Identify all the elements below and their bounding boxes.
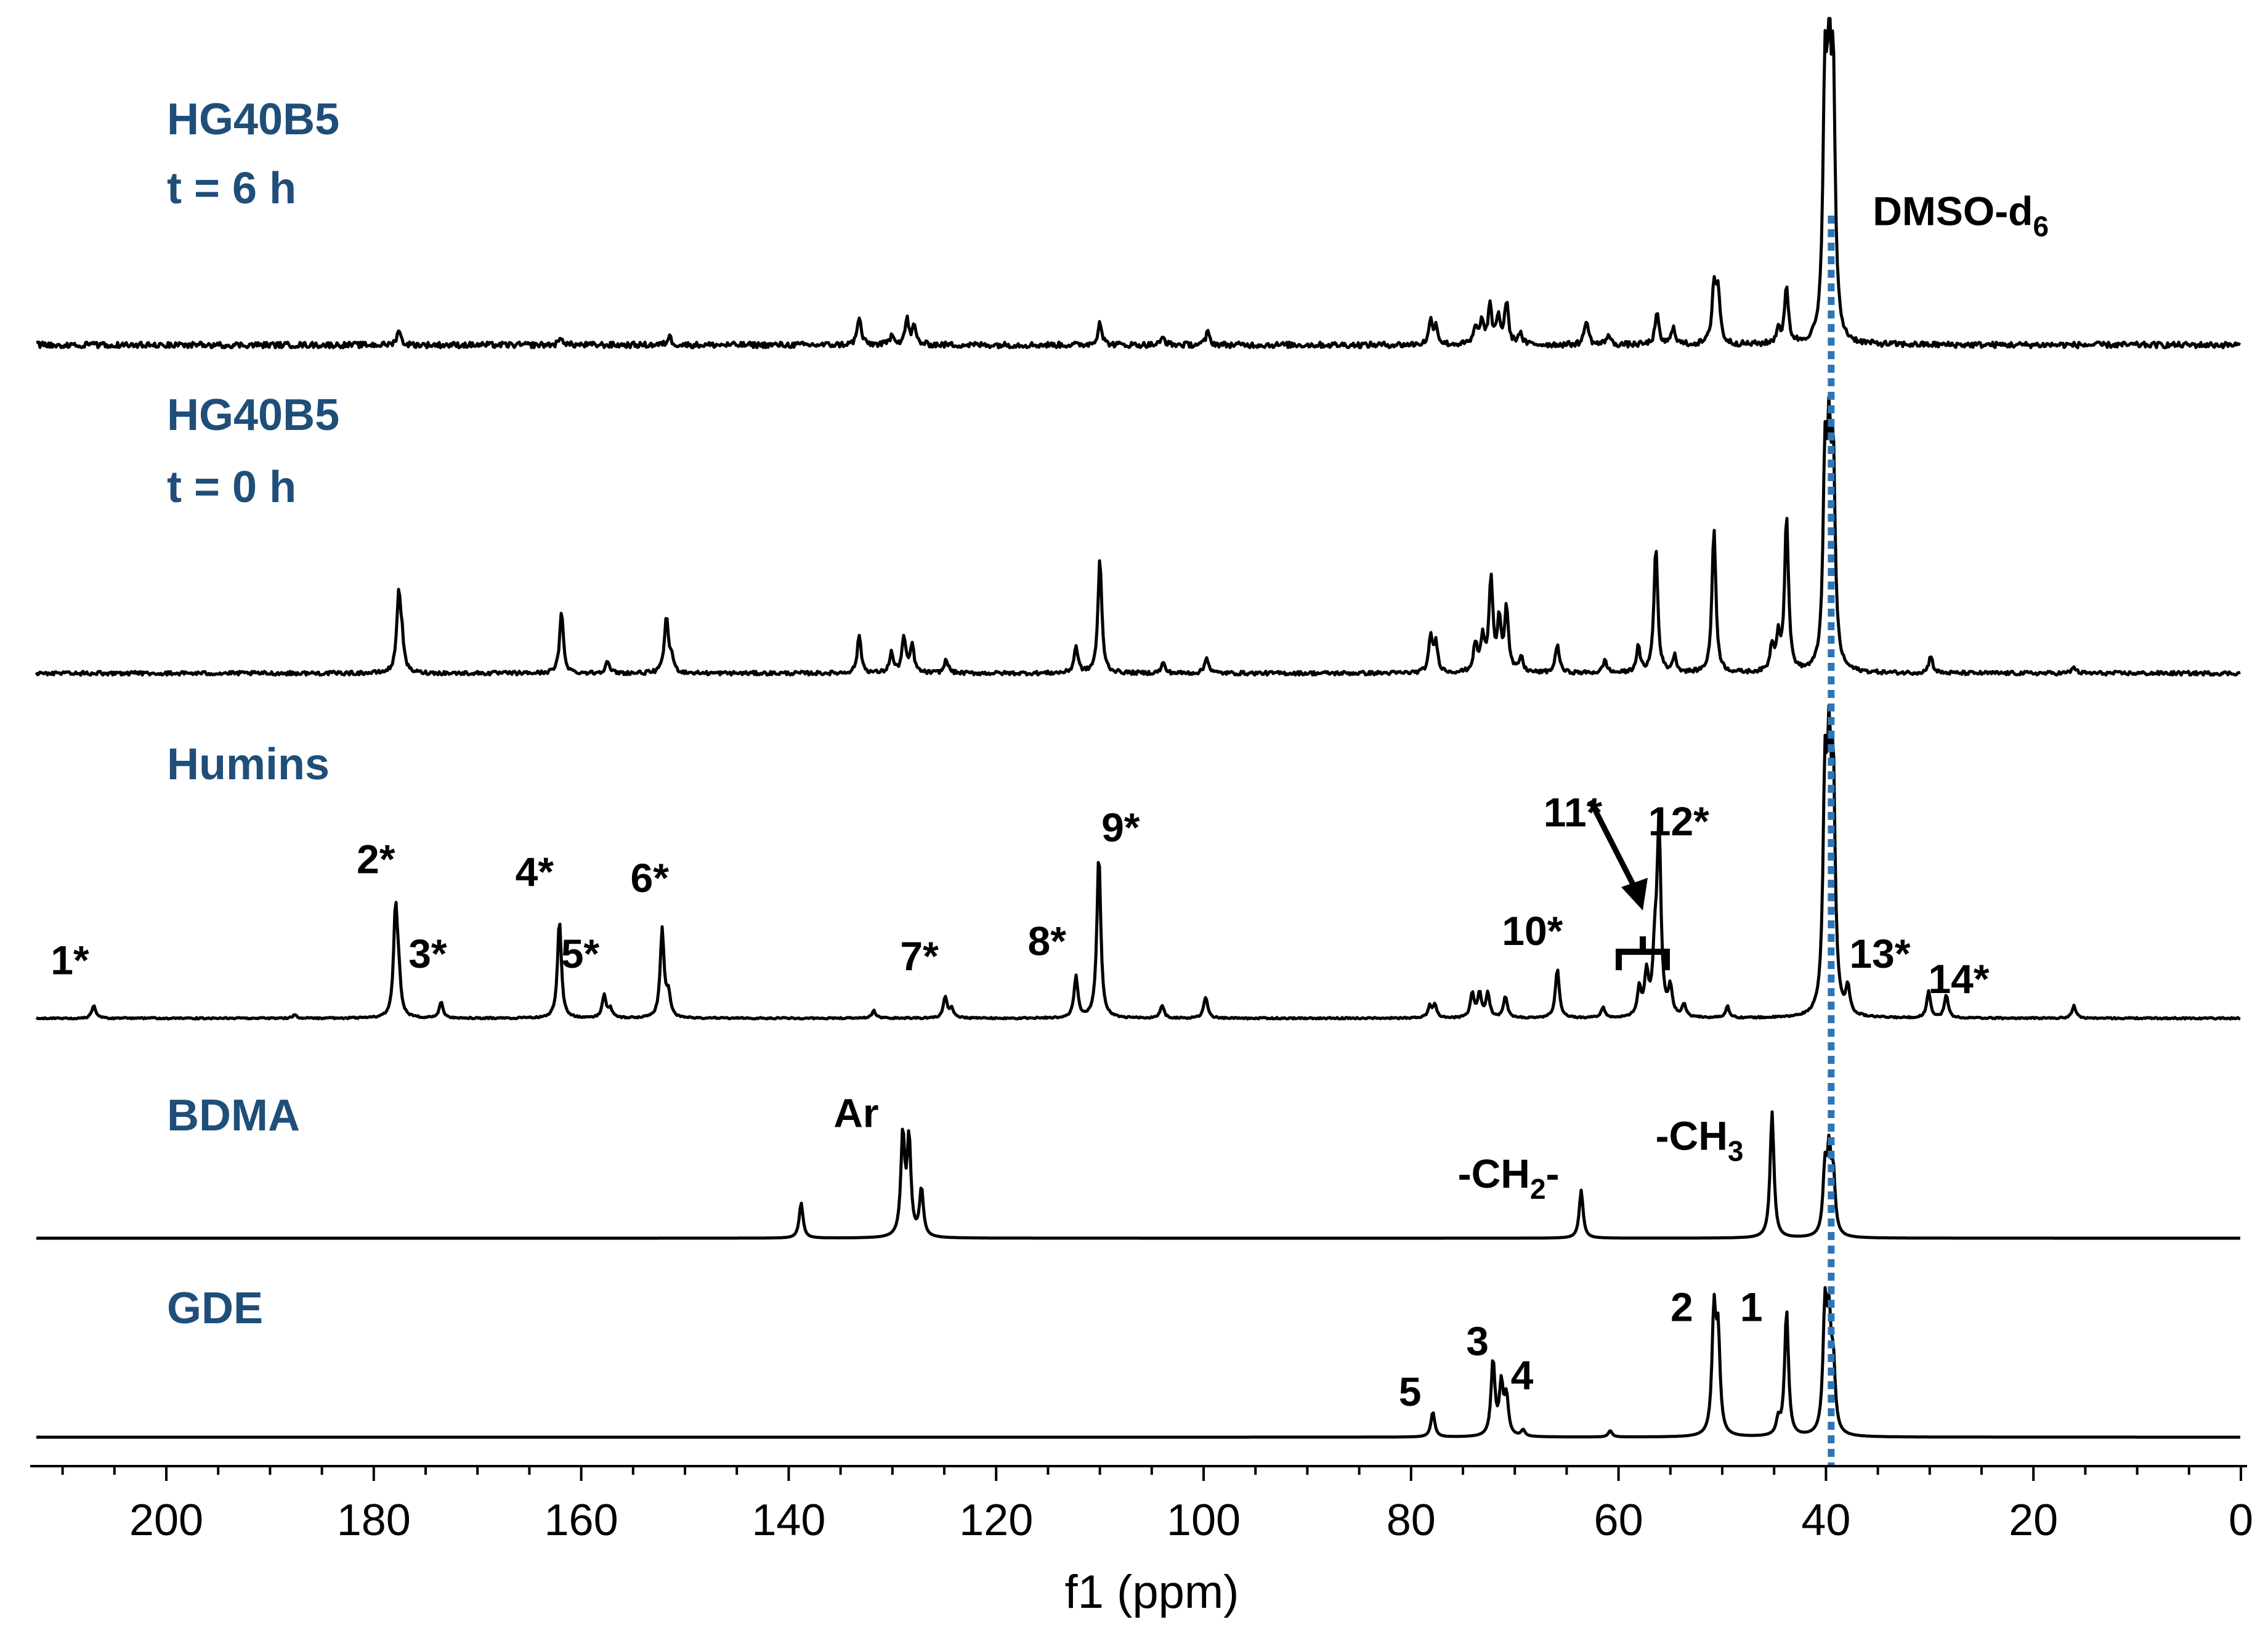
x-axis-ticks: 200 180 160 140 120 100 80 60 40 20 0 <box>61 1466 2253 1545</box>
peak-label: 14* <box>1928 956 1989 1002</box>
tick-label: 100 <box>1167 1496 1241 1545</box>
peak-label-text: 13* <box>1849 931 1910 976</box>
peak-label-subscript: 2 <box>1530 1173 1546 1205</box>
trace-label-bdma: BDMA <box>167 1091 300 1140</box>
spectrum-humins <box>35 704 2241 1021</box>
peak-label-text: 14* <box>1928 956 1989 1002</box>
tick-label: 140 <box>751 1496 825 1545</box>
peak-label-text: 1* <box>51 937 89 983</box>
peak-label-text: 4* <box>516 849 554 894</box>
peak-label: 5* <box>561 931 600 976</box>
peak-label-text: 3 <box>1466 1318 1489 1364</box>
tick-label: 180 <box>337 1496 411 1545</box>
spectra-traces <box>34 17 2242 1439</box>
peak-label: 2* <box>357 836 395 882</box>
peak-label: DMSO-d6 <box>1873 188 2049 242</box>
peak-label: 5 <box>1399 1369 1422 1414</box>
peak-label-text: 3* <box>408 931 447 976</box>
peak-label: 6* <box>631 855 670 901</box>
tick-label: 120 <box>959 1496 1033 1545</box>
peak-label: 13* <box>1849 931 1910 976</box>
peak-label: 10* <box>1502 908 1563 954</box>
peak-label: 9* <box>1101 805 1140 850</box>
peak-11-arrow <box>1587 799 1642 898</box>
peak-label-text: 9* <box>1101 805 1140 850</box>
tick-label: 160 <box>545 1496 618 1545</box>
peak-label: 4 <box>1511 1352 1534 1398</box>
trace-label-hg40b5-t-6-h: HG40B5 <box>167 95 339 144</box>
trace-labels: HG40B5 t = 6 h HG40B5 t = 0 h Humins BDMA GDE <box>167 95 339 1333</box>
peak-label: 3 <box>1466 1318 1489 1364</box>
peak-label: 1 <box>1740 1284 1763 1329</box>
peak-label-subscript: 3 <box>1728 1135 1744 1167</box>
peak-label: 1* <box>51 937 89 983</box>
peak-label-text: -CH <box>1656 1113 1728 1159</box>
peak-11-bracket-shape <box>1616 936 1670 970</box>
peak-annotations: DMSO-d6 1* 2* 3* 4*5* 6* 7* 8* 9* 10* 11* 12* 13* 14*… <box>51 188 2049 1414</box>
peak-label: 2 <box>1671 1284 1693 1329</box>
tick-label: 20 <box>2009 1496 2058 1545</box>
peak-label-text: 2* <box>357 836 395 882</box>
peak-label-text: 5* <box>561 931 600 976</box>
peak-label-text: -CH <box>1458 1151 1530 1196</box>
tick-label: 200 <box>129 1496 203 1545</box>
x-axis-title: f1 (ppm) <box>1065 1566 1239 1618</box>
trace-label-humins: Humins <box>167 740 330 789</box>
peak-label-text: 10* <box>1502 908 1563 954</box>
peak-label-text: 5 <box>1399 1369 1422 1414</box>
trace-label-time-hg40b5-t-6-h: t = 6 h <box>167 164 296 213</box>
tick-label: 0 <box>2229 1496 2253 1545</box>
peak-label-text: 4 <box>1511 1352 1534 1398</box>
tick-label: 60 <box>1594 1496 1643 1545</box>
spectrum-bdma <box>36 1110 2241 1240</box>
peak-label: 3* <box>408 931 447 976</box>
tick-label: 80 <box>1387 1496 1436 1545</box>
peak-label-text: 2 <box>1671 1284 1693 1329</box>
peak-label: -CH3 <box>1656 1113 1744 1167</box>
peak-label: 8* <box>1028 918 1067 964</box>
x-axis: 200 180 160 140 120 100 80 60 40 20 0 f1 (ppm) <box>30 1465 2253 1618</box>
peak-11-bracket <box>1587 799 1670 970</box>
spectrum-gde <box>36 1286 2241 1439</box>
peak-label: 12* <box>1648 798 1709 844</box>
peak-label: 11* <box>1544 789 1603 835</box>
peak-label-text: 11* <box>1544 789 1603 835</box>
trace-label-hg40b5-t-0-h: HG40B5 <box>167 391 339 440</box>
trace-label-gde: GDE <box>167 1284 263 1333</box>
peak-label: 4* <box>516 849 554 894</box>
peak-label-subscript: 6 <box>2033 210 2049 242</box>
peak-label-text: 6* <box>631 855 670 901</box>
peak-label: Ar <box>833 1090 878 1136</box>
peak-label: 7* <box>900 933 939 979</box>
peak-label-text: Ar <box>833 1090 878 1136</box>
tick-label: 40 <box>1801 1496 1850 1545</box>
peak-label-text: DMSO-d <box>1873 188 2033 233</box>
trace-label-time-hg40b5-t-0-h: t = 0 h <box>167 463 296 512</box>
peak-label-text: 8* <box>1028 918 1067 964</box>
peak-label: -CH2- <box>1458 1151 1560 1205</box>
peak-11-arrowhead <box>1621 878 1648 910</box>
spectrum-hg40b5-t-6-h <box>36 17 2242 349</box>
peak-label-text: 12* <box>1648 798 1709 844</box>
spectrum-hg40b5-t-0-h <box>34 395 2241 677</box>
peak-label-text: 7* <box>900 933 939 979</box>
peak-label-text: 1 <box>1740 1284 1763 1329</box>
peak-label-tail: - <box>1546 1151 1560 1196</box>
